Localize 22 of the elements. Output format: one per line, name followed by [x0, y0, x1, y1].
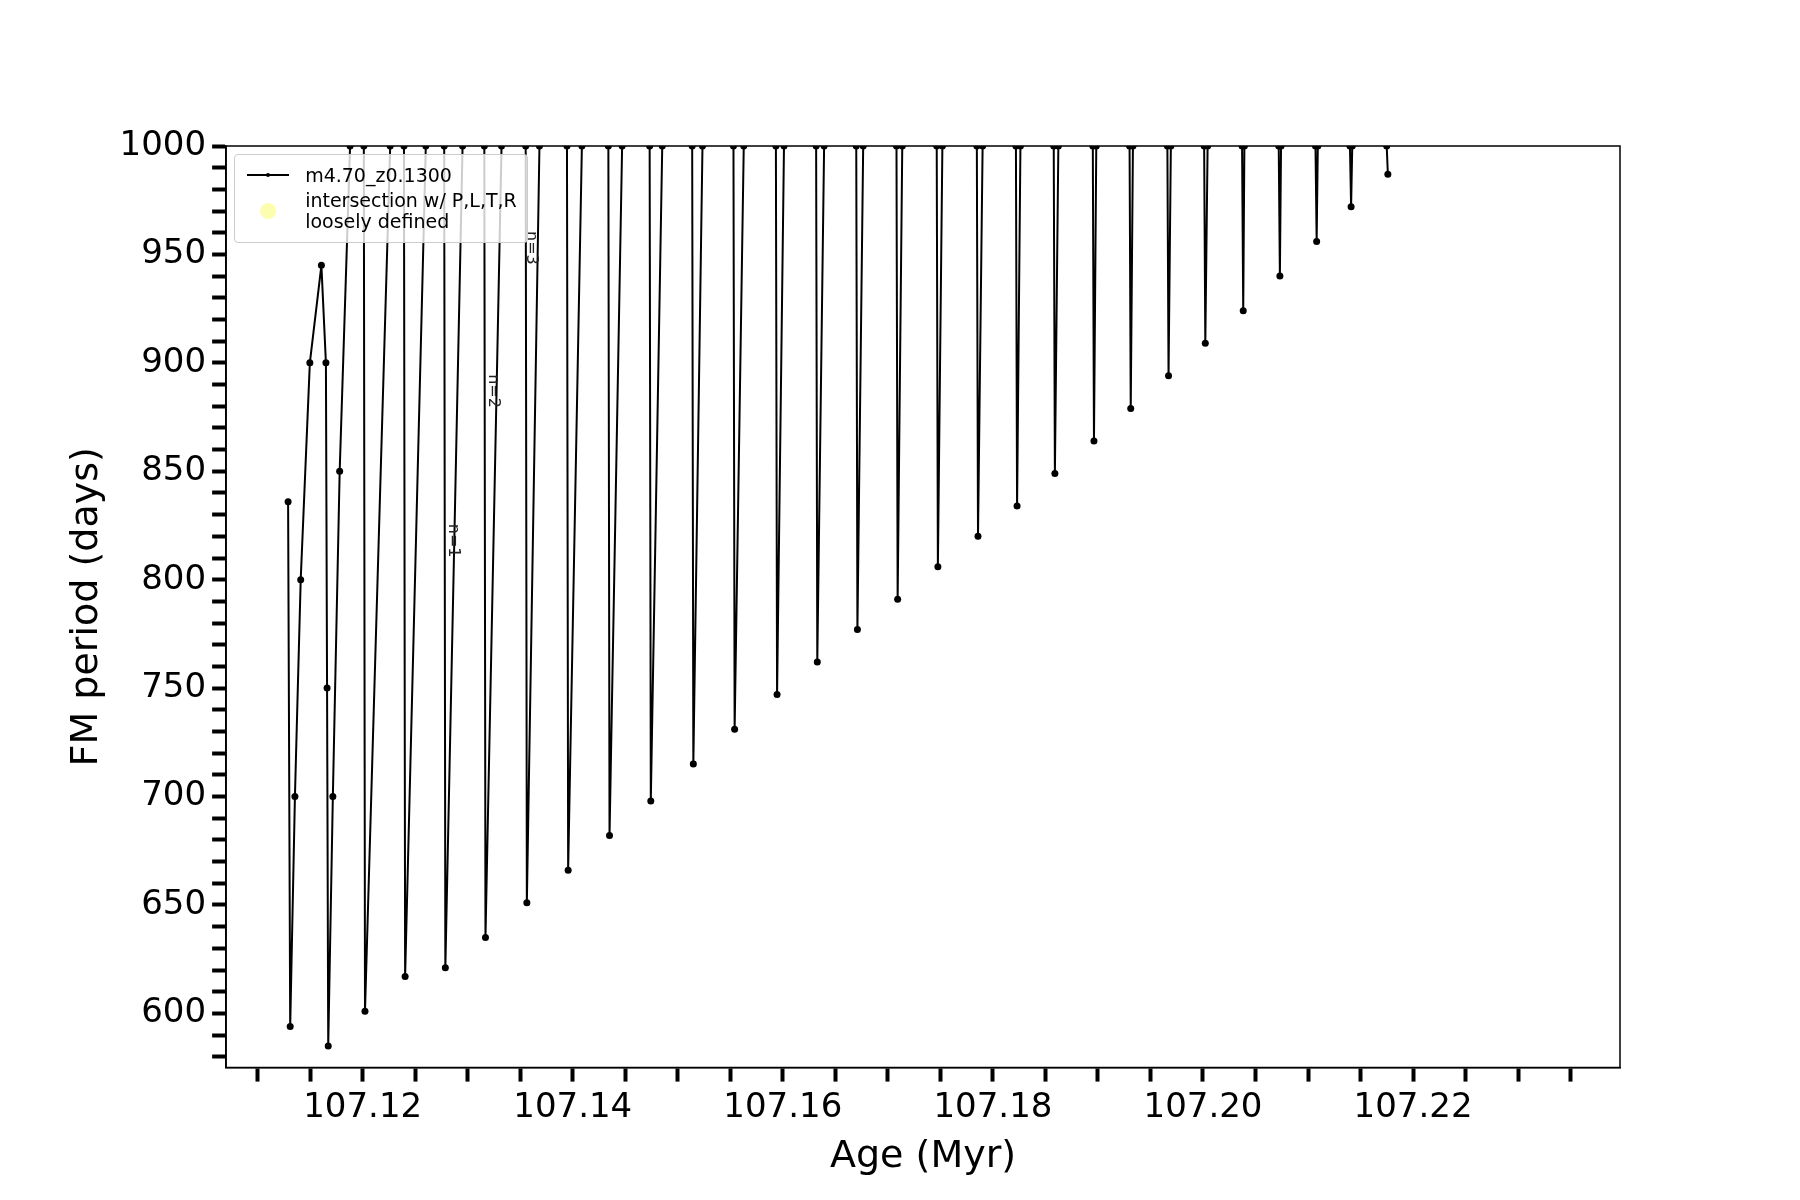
legend-label: m4.70_z0.1300 [305, 164, 452, 186]
y-tick-label: 900 [141, 339, 207, 380]
x-tick-label: 107.14 [513, 1084, 633, 1125]
annotation: n=3 [523, 231, 543, 265]
y-tick-label: 950 [141, 231, 207, 272]
x-tick-label: 107.18 [933, 1084, 1053, 1125]
x-axis-title: Age (Myr) [830, 1132, 1017, 1177]
y-tick-label: 600 [141, 990, 207, 1031]
y-tick-label: 650 [141, 881, 207, 922]
annotation: n=2 [485, 374, 505, 408]
y-tick-label: 750 [141, 664, 207, 705]
y-tick-label: 700 [141, 773, 207, 814]
y-axis-title: FM period (days) [61, 447, 106, 767]
x-tick-label: 107.22 [1353, 1084, 1473, 1125]
y-tick-label: 850 [141, 448, 207, 489]
y-tick-label: 1000 [119, 122, 207, 163]
x-tick-label: 107.20 [1143, 1084, 1263, 1125]
annotation: n=1 [445, 523, 465, 558]
legend-label: intersection w/ P,L,T,R loosely defined [305, 188, 517, 232]
y-tick-label: 800 [141, 556, 207, 597]
x-tick-label: 107.12 [303, 1084, 423, 1125]
x-tick-label: 107.16 [723, 1084, 843, 1125]
